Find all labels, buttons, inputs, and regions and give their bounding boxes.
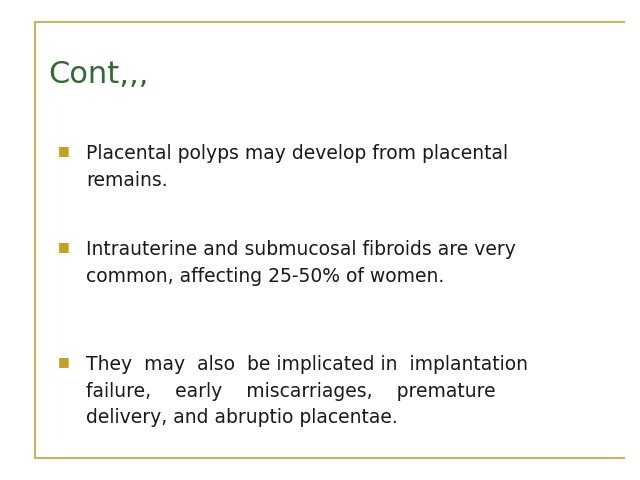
Text: Cont,,,: Cont,,, — [48, 60, 148, 89]
Text: ■: ■ — [58, 240, 69, 253]
Text: ■: ■ — [58, 355, 69, 368]
Text: They  may  also  be implicated in  implantation
failure,    early    miscarriage: They may also be implicated in implantat… — [86, 355, 529, 427]
Text: ■: ■ — [58, 144, 69, 157]
Text: Intrauterine and submucosal fibroids are very
common, affecting 25-50% of women.: Intrauterine and submucosal fibroids are… — [86, 240, 516, 286]
Text: Placental polyps may develop from placental
remains.: Placental polyps may develop from placen… — [86, 144, 509, 190]
